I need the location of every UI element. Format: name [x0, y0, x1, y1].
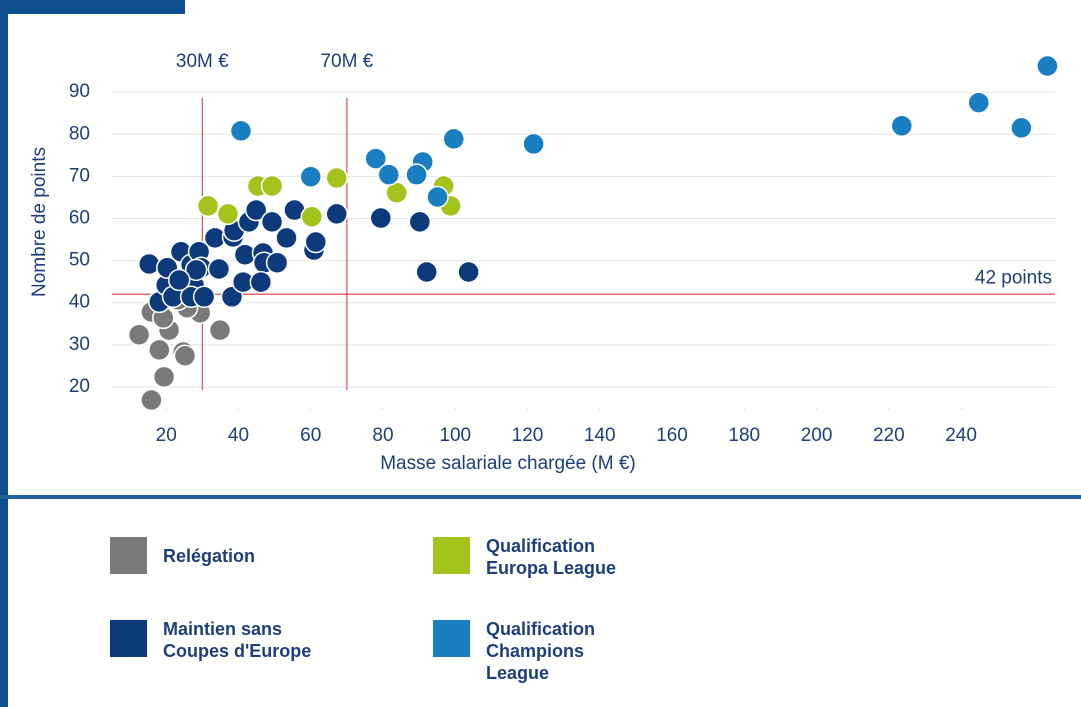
point — [249, 270, 273, 294]
point — [216, 202, 240, 226]
point — [260, 174, 284, 198]
reference-label: 70M € — [320, 51, 373, 72]
legend-label: Relégation — [163, 546, 256, 566]
point — [196, 194, 220, 218]
legend-item: Qualification Champions League — [433, 619, 646, 684]
x-tick-label: 220 — [873, 425, 905, 446]
y-axis-label: Nombre de points — [29, 147, 50, 297]
point — [426, 185, 449, 209]
point — [442, 127, 466, 151]
legend-swatch — [110, 537, 147, 574]
legend-label: Qualification Champions League — [486, 619, 596, 683]
legend-swatch — [433, 620, 470, 657]
x-tick-label: 100 — [439, 425, 471, 446]
point — [522, 132, 545, 156]
x-tick-label: 80 — [372, 425, 393, 446]
y-tick-label: 20 — [69, 376, 90, 397]
y-tick-label: 80 — [69, 123, 90, 144]
x-tick-label: 180 — [728, 425, 760, 446]
point — [405, 163, 428, 186]
point — [1036, 54, 1059, 78]
x-tick-label: 60 — [300, 425, 321, 446]
point — [152, 365, 176, 389]
x-tick-label: 240 — [945, 425, 977, 446]
point — [127, 323, 151, 346]
point — [325, 202, 348, 226]
point — [260, 210, 284, 234]
y-tick-label: 40 — [69, 292, 90, 313]
point — [457, 260, 480, 284]
point — [377, 163, 401, 186]
point — [364, 147, 388, 170]
x-axis-label: Masse salariale chargée (M €) — [380, 453, 636, 474]
point — [208, 318, 232, 342]
point — [967, 91, 991, 114]
point — [415, 260, 438, 284]
point — [173, 344, 197, 368]
y-tick-label: 30 — [69, 334, 90, 355]
point — [890, 114, 914, 138]
point — [229, 119, 253, 143]
point — [207, 257, 231, 281]
point — [167, 268, 191, 292]
legend-label: Qualification Europa League — [486, 536, 617, 578]
point — [299, 165, 322, 189]
point — [1010, 116, 1033, 140]
y-tick-label: 90 — [69, 81, 90, 102]
y-tick-label: 60 — [69, 207, 90, 228]
point — [300, 205, 324, 229]
x-tick-label: 200 — [801, 425, 833, 446]
legend-swatch — [433, 537, 470, 574]
reference-label: 30M € — [176, 51, 229, 72]
point — [265, 251, 289, 274]
point — [192, 285, 216, 309]
point — [140, 388, 163, 412]
point — [369, 206, 393, 230]
point — [325, 166, 348, 190]
reference-label: 42 points — [975, 267, 1052, 288]
point — [304, 230, 328, 254]
point — [408, 210, 432, 234]
legend-item: Relégation — [110, 537, 353, 574]
chart: Nombre de points Masse salariale chargée… — [29, 51, 1059, 474]
x-tick-label: 120 — [512, 425, 544, 446]
point — [137, 252, 161, 276]
legend-label: Maintien sans Coupes d'Europe — [163, 619, 312, 661]
x-tick-label: 140 — [584, 425, 616, 446]
y-tick-label: 70 — [69, 165, 90, 186]
point — [184, 258, 208, 282]
legend-item: Qualification Europa League — [433, 536, 646, 579]
point — [275, 226, 298, 250]
x-tick-label: 40 — [228, 425, 249, 446]
legend-swatch — [110, 620, 147, 657]
legend-item: Maintien sans Coupes d'Europe — [110, 619, 353, 662]
point — [148, 338, 171, 362]
x-tick-label: 160 — [656, 425, 688, 446]
top-tab — [0, 0, 185, 14]
y-tick-label: 50 — [69, 250, 90, 271]
divider — [0, 495, 1081, 499]
point — [244, 198, 268, 222]
x-tick-label: 20 — [156, 425, 177, 446]
left-strip — [0, 0, 8, 707]
